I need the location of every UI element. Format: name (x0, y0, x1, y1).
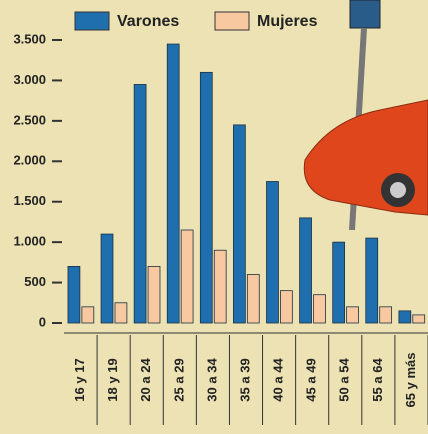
y-tick-label: 1.500 (13, 193, 46, 208)
bar (134, 84, 146, 323)
bar (267, 182, 279, 324)
bar (82, 307, 94, 323)
chart: 0 500 1.000 1.500 2.000 2.500 3.000 3.500 Varone… (0, 0, 428, 434)
hub (390, 182, 406, 198)
decoration (304, 0, 428, 230)
bar (115, 303, 127, 323)
bar (413, 315, 425, 323)
legend-swatch (215, 12, 249, 30)
bar (399, 311, 411, 323)
x-tick-label: 18 y 19 (105, 358, 120, 401)
bar (68, 266, 80, 323)
bar (314, 295, 326, 323)
bar (214, 250, 226, 323)
bar (366, 238, 378, 323)
bar (101, 234, 113, 323)
bar (167, 44, 179, 323)
bar (247, 274, 259, 323)
x-tick-label: 45 a 49 (304, 358, 319, 401)
y-tick-label: 2.500 (13, 112, 46, 127)
sign (350, 0, 380, 28)
bar (333, 242, 345, 323)
x-tick-label: 25 a 29 (171, 358, 186, 401)
legend-label: Varones (117, 13, 179, 30)
legend-swatch (75, 12, 109, 30)
y-tick-label: 3.000 (13, 72, 46, 87)
legend-label: Mujeres (257, 13, 318, 30)
bar (280, 291, 292, 323)
bar (181, 230, 193, 323)
x-tick-label: 50 a 54 (337, 358, 352, 402)
x-tick-label: 35 a 39 (237, 358, 252, 401)
x-tick-label: 65 y más (403, 353, 418, 408)
y-tick-label: 0 (39, 314, 46, 329)
y-tick-label: 1.000 (13, 234, 46, 249)
y-tick-label: 2.000 (13, 153, 46, 168)
bar (300, 218, 312, 323)
bar (233, 125, 245, 323)
x-tick-label: 16 y 17 (72, 358, 87, 401)
bar (200, 72, 212, 323)
x-tick-label: 30 a 34 (204, 358, 219, 402)
bar (380, 307, 392, 323)
x-tick-label: 20 a 24 (138, 358, 153, 402)
x-tick-label: 40 a 44 (271, 358, 286, 402)
y-tick-label: 500 (24, 274, 46, 289)
x-tick-label: 55 a 64 (370, 358, 385, 402)
bar (347, 307, 359, 323)
bar (148, 266, 160, 323)
y-tick-label: 3.500 (13, 31, 46, 46)
